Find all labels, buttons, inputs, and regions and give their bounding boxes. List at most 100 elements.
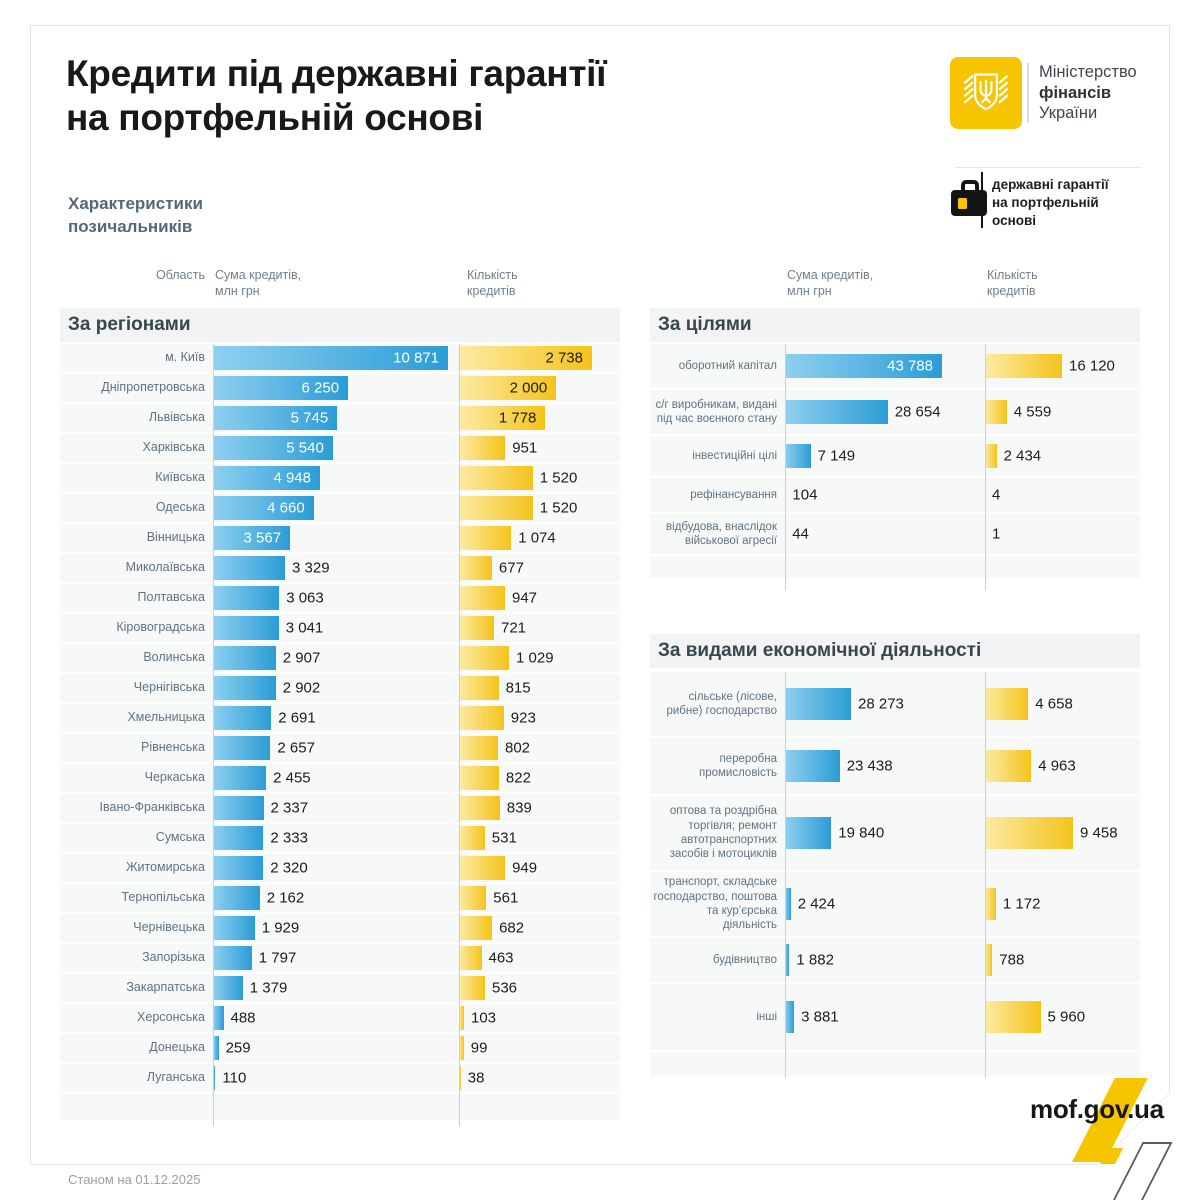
sum-value: 3 881: [801, 1008, 839, 1026]
sum-bar-cell: 259: [213, 1034, 459, 1062]
activities-rows: сільське (лісове, рибне) господарство 28 …: [650, 672, 1140, 1078]
table-row: переробна промисловість 23 438 4 963: [650, 738, 1140, 794]
count-value: 947: [512, 589, 538, 607]
table-row: Тернопільська 2 162 561: [60, 884, 620, 912]
count-bar: [459, 946, 482, 970]
count-value: 2 738: [545, 349, 583, 367]
sum-value: 1 882: [796, 951, 834, 969]
table-row: Волинська 2 907 1 029: [60, 644, 620, 672]
count-value: 2 434: [1003, 447, 1042, 465]
row-label: Закарпатська: [126, 980, 205, 995]
count-value: 1 029: [516, 649, 554, 667]
count-bar: [459, 436, 506, 460]
section-title-activities: За видами економічної діяльності: [650, 634, 1140, 668]
empty-stripe: [650, 556, 1140, 578]
row-label: Кіровоградська: [116, 620, 205, 635]
sum-value: 2 907: [282, 649, 321, 667]
row-label: Волинська: [143, 650, 205, 665]
count-bar: [985, 888, 996, 920]
count-value: 1 520: [539, 469, 578, 487]
row-label: Львівська: [148, 410, 205, 425]
row-label: будівництво: [712, 953, 777, 966]
axis-line: [985, 344, 986, 590]
sum-bar-cell: 110: [213, 1064, 459, 1092]
page-title: Кредити під державні гарантії на портфел…: [66, 53, 607, 138]
sum-bar-cell: 2 907: [213, 644, 459, 672]
sum-value: 1 929: [261, 919, 300, 937]
count-bar-cell: 4 963: [985, 738, 1140, 794]
axis-line: [459, 344, 460, 1126]
sum-bar: [213, 676, 276, 700]
count-value: 2 000: [509, 379, 548, 397]
row-label: Херсонська: [137, 1010, 205, 1025]
count-bar-cell: 682: [459, 914, 620, 942]
count-value: 536: [492, 979, 518, 997]
sum-bar-cell: 44: [785, 514, 985, 554]
sum-value: 3 329: [292, 559, 330, 577]
sum-value: 2 691: [278, 709, 316, 727]
sum-bar: [785, 688, 851, 720]
count-bar-cell: 822: [459, 764, 620, 792]
count-bar: [985, 1001, 1041, 1033]
table-row: Кіровоградська 3 041 721: [60, 614, 620, 642]
row-label: Миколаївська: [125, 560, 205, 575]
table-row: Львівська 5 745 1 778: [60, 404, 620, 432]
row-label: Вінницька: [146, 530, 205, 545]
sum-bar: [213, 976, 243, 1000]
table-row: Полтавська 3 063 947: [60, 584, 620, 612]
section-title-goals: За цілями: [650, 308, 1140, 342]
trident-icon: [963, 73, 1009, 111]
ministry-name: Міністерство фінансів України: [1039, 62, 1137, 124]
sum-bar: [785, 944, 790, 976]
count-bar-cell: 16 120: [985, 344, 1140, 388]
count-value: 839: [506, 799, 532, 817]
sum-bar: [785, 888, 791, 920]
sum-bar: [785, 817, 832, 849]
sum-value: 5 540: [286, 439, 324, 457]
count-value: 4: [992, 486, 1001, 504]
sum-bar-cell: 2 455: [213, 764, 459, 792]
sum-value: 110: [222, 1069, 247, 1087]
sum-value: 3 041: [285, 619, 324, 637]
count-bar-cell: 103: [459, 1004, 620, 1032]
row-label: транспорт, складське господарство, пошто…: [653, 876, 777, 932]
empty-stripe: [650, 1052, 1140, 1076]
sum-value: 28 273: [858, 695, 904, 713]
sum-bar: 5 540: [213, 436, 333, 460]
row-label: Київська: [155, 470, 205, 485]
table-row: будівництво 1 882 788: [650, 938, 1140, 982]
table-row: Івано-Франківська 2 337 839: [60, 794, 620, 822]
count-bar-cell: 788: [985, 938, 1140, 982]
count-bar-cell: 949: [459, 854, 620, 882]
sum-bar-cell: 2 337: [213, 794, 459, 822]
count-value: 1: [992, 525, 1001, 543]
count-value: 1 172: [1002, 895, 1041, 913]
count-bar: [459, 556, 492, 580]
count-bar: 1 778: [459, 406, 546, 430]
row-label: інші: [756, 1010, 777, 1023]
sum-bar-cell: 2 424: [785, 872, 985, 936]
table-row: Дніпропетровська 6 250 2 000: [60, 374, 620, 402]
sum-value: 4 660: [267, 499, 305, 517]
sum-bar-cell: 1 882: [785, 938, 985, 982]
sum-value: 2 333: [270, 829, 308, 847]
sum-bar: [213, 556, 285, 580]
page-subtitle: Характеристики позичальників: [68, 194, 203, 236]
empty-stripe: [60, 1094, 620, 1120]
count-value: 4 559: [1013, 403, 1052, 421]
sum-bar-cell: 4 660: [213, 494, 459, 522]
count-bar: [985, 688, 1029, 720]
table-row: Одеська 4 660 1 520: [60, 494, 620, 522]
sum-bar-cell: 104: [785, 478, 985, 512]
sum-bar-cell: 19 840: [785, 796, 985, 870]
table-row: Житомирська 2 320 949: [60, 854, 620, 882]
sum-bar: [213, 916, 255, 940]
sum-bar: 4 948: [213, 466, 320, 490]
as-of-date: Станом на 01.12.2025: [68, 1172, 201, 1187]
table-row: інвестиційні цілі 7 149 2 434: [650, 436, 1140, 476]
count-bar-cell: 2 738: [459, 344, 620, 372]
count-bar-cell: 561: [459, 884, 620, 912]
count-bar: [459, 826, 485, 850]
count-bar: [985, 444, 997, 468]
row-label: Одеська: [155, 500, 205, 515]
